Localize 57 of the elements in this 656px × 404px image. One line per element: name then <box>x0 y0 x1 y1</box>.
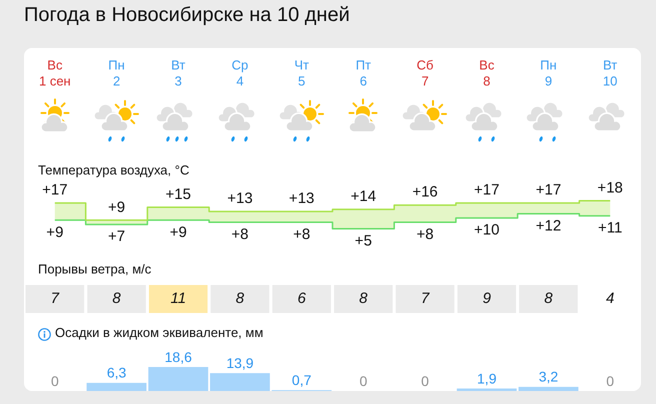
data-label: +8 <box>293 226 310 243</box>
chart-title: Погода в Новосибирске на 10 дней <box>24 4 350 26</box>
data-label: 11 <box>170 290 186 308</box>
data-label: +8 <box>231 226 249 243</box>
data-label: 8 <box>544 290 554 308</box>
data-label: 13,9 <box>226 354 254 371</box>
data-label: +16 <box>412 184 438 201</box>
x-tick-label: Вс 1 сен <box>38 58 71 89</box>
data-label: +5 <box>354 232 372 250</box>
x-tick-label: Пн 9 <box>540 58 557 89</box>
x-tick-label: Пн 2 <box>108 58 125 89</box>
bar <box>148 367 208 391</box>
data-label: +14 <box>350 188 376 206</box>
chart-subtitle: Температура воздуха, °C <box>38 162 190 178</box>
data-label: 8 <box>112 290 122 308</box>
data-label: +12 <box>536 217 562 234</box>
data-label: 0 <box>606 372 614 389</box>
text: Порывы ветра, м/с <box>38 261 152 276</box>
data-label: 8 <box>359 290 368 308</box>
data-label: 6 <box>297 290 306 308</box>
data-label: +17 <box>42 182 68 199</box>
data-label: +9 <box>108 198 126 216</box>
data-label: 0 <box>50 372 59 389</box>
data-label: +13 <box>288 190 314 208</box>
x-tick-label: Вс 8 <box>479 58 495 89</box>
data-label: +10 <box>474 222 500 239</box>
data-label: +18 <box>597 179 623 196</box>
data-label: 7 <box>50 290 60 308</box>
x-tick-label: Сб 7 <box>416 58 434 89</box>
data-label: +17 <box>474 182 500 199</box>
data-label: +7 <box>108 228 126 246</box>
data-label: 3,2 <box>538 368 558 385</box>
bar <box>518 386 578 391</box>
x-tick-label: Вт 3 <box>171 58 186 89</box>
data-label: +8 <box>416 226 434 243</box>
data-label: 8 <box>236 290 245 308</box>
data-label: 18,6 <box>164 348 192 365</box>
x-tick-label: Чт 5 <box>294 58 309 89</box>
data-label: 0 <box>359 372 368 389</box>
data-label: 9 <box>482 290 492 308</box>
x-tick-label: Пт 6 <box>356 58 372 89</box>
data-label: 6,3 <box>106 364 126 381</box>
data-label: 7 <box>420 290 430 308</box>
data-label: +17 <box>536 182 562 199</box>
data-label: +15 <box>166 186 191 203</box>
chart-title: Осадки в жидком эквиваленте, мм <box>55 325 264 340</box>
bar <box>86 382 146 391</box>
data-label: 0,7 <box>292 372 312 388</box>
data-label: 4 <box>606 290 614 308</box>
data-label: 1,9 <box>477 370 497 386</box>
x-tick-label: Ср 4 <box>232 58 248 89</box>
data-label: +11 <box>598 219 622 236</box>
data-label: +9 <box>46 224 64 241</box>
data-label: 0 <box>421 372 430 389</box>
data-label: +9 <box>170 224 187 241</box>
x-tick-label: Вт 10 <box>602 58 618 89</box>
data-label: +13 <box>227 190 253 208</box>
